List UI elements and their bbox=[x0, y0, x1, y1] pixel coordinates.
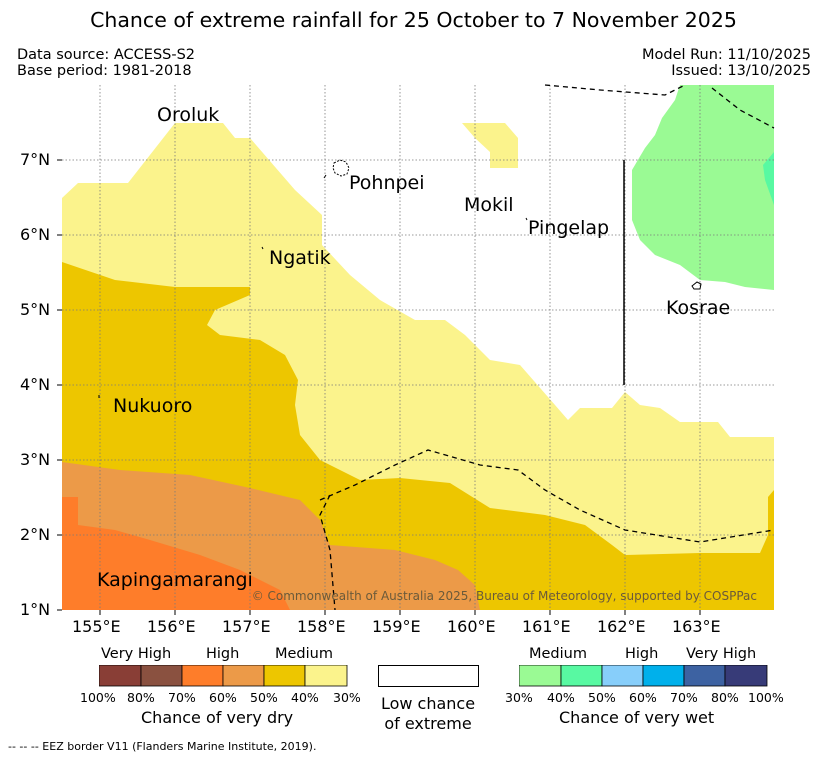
lon-tick-label: 159°E bbox=[372, 617, 421, 636]
copyright-notice: © Commonwealth of Australia 2025, Bureau… bbox=[251, 589, 757, 603]
mokil-atoll bbox=[525, 217, 528, 221]
lat-tick-label: 6°N bbox=[20, 225, 51, 244]
place-label-kapingamarangi: Kapingamarangi bbox=[97, 569, 253, 591]
medium-wet-region bbox=[632, 85, 774, 290]
eez-borders bbox=[319, 84, 775, 611]
legend-wet-swatch bbox=[560, 665, 603, 687]
legend-wet-tick: 40% bbox=[547, 690, 575, 705]
legend-low-chance-swatch bbox=[378, 665, 479, 687]
legend-dry-colorbar bbox=[99, 665, 348, 687]
medium-wet-40-region bbox=[763, 152, 774, 205]
place-label-nukuoro: Nukuoro bbox=[113, 395, 193, 417]
lon-tick-label: 156°E bbox=[147, 617, 196, 636]
legend-wet-swatch bbox=[601, 665, 644, 687]
legend-low-chance-line1: Low chance bbox=[380, 694, 476, 713]
legend-dry-tick: 80% bbox=[127, 690, 155, 705]
legend-wet-tick: 60% bbox=[629, 690, 657, 705]
legend-dry-tick: 60% bbox=[209, 690, 237, 705]
ngatik-atoll bbox=[261, 246, 264, 250]
lon-tick-label: 161°E bbox=[522, 617, 571, 636]
place-label-kosrae: Kosrae bbox=[666, 297, 731, 319]
legend-wet-swatch bbox=[519, 665, 562, 687]
legend-dry-very-high: Very High bbox=[101, 646, 172, 662]
lat-tick-label: 4°N bbox=[20, 375, 51, 394]
lat-tick-label: 2°N bbox=[20, 525, 51, 544]
lat-tick-label: 1°N bbox=[20, 600, 51, 619]
lon-tick-label: 162°E bbox=[597, 617, 646, 636]
legend-wet-tick: 70% bbox=[670, 690, 698, 705]
lat-tick-label: 7°N bbox=[20, 150, 51, 169]
legend-dry-swatch bbox=[263, 665, 306, 687]
eez-border-note: -- -- -- EEZ border V11 (Flanders Marine… bbox=[8, 740, 317, 753]
legend-dry-tick: 100% bbox=[80, 690, 116, 705]
high-dry-70-region bbox=[62, 497, 290, 610]
legend-dry-swatch bbox=[222, 665, 265, 687]
legend-wet-very-high: Very High bbox=[686, 646, 757, 662]
lon-tick-label: 163°E bbox=[672, 617, 721, 636]
legend-dry-caption: Chance of very dry bbox=[141, 708, 294, 727]
legend-wet-tick: 100% bbox=[748, 690, 784, 705]
legend-dry-tick: 30% bbox=[333, 690, 361, 705]
lat-tick-label: 5°N bbox=[20, 300, 51, 319]
legend-wet-swatch bbox=[642, 665, 685, 687]
legend-wet-medium: Medium bbox=[529, 646, 587, 662]
legend-wet-colorbar bbox=[519, 665, 768, 687]
eez-border-north bbox=[544, 84, 686, 96]
place-label-mokil: Mokil bbox=[464, 194, 514, 216]
eez-border-south bbox=[319, 449, 775, 543]
legend-wet-tick: 50% bbox=[588, 690, 616, 705]
legend-dry-high: High bbox=[206, 646, 240, 662]
legend-dry-swatch bbox=[181, 665, 224, 687]
lon-tick-label: 157°E bbox=[222, 617, 271, 636]
lon-tick-label: 160°E bbox=[447, 617, 496, 636]
lat-tick-label: 3°N bbox=[20, 450, 51, 469]
probability-regions bbox=[62, 85, 774, 610]
place-label-oroluk: Oroluk bbox=[157, 104, 220, 126]
kosrae-island bbox=[691, 281, 702, 290]
legend-wet-tick: 30% bbox=[505, 690, 533, 705]
legend-dry-swatch bbox=[304, 665, 348, 687]
place-label-ngatik: Ngatik bbox=[269, 247, 331, 269]
legend-dry-tick: 50% bbox=[250, 690, 278, 705]
data-source: Data source: ACCESS-S2 bbox=[17, 47, 196, 63]
lon-tick-label: 155°E bbox=[72, 617, 121, 636]
map-title: Chance of extreme rainfall for 25 Octobe… bbox=[90, 8, 737, 32]
legend-wet-swatch bbox=[724, 665, 768, 687]
legend-wet-swatch bbox=[683, 665, 726, 687]
pohnpei-islet bbox=[323, 174, 327, 179]
legend-dry-tick: 70% bbox=[168, 690, 196, 705]
legend-dry-tick: 40% bbox=[291, 690, 319, 705]
base-period: Base period: 1981-2018 bbox=[17, 63, 192, 79]
legend-wet-tick: 80% bbox=[711, 690, 739, 705]
place-label-pingelap: Pingelap bbox=[528, 217, 610, 239]
eez-border-west bbox=[319, 494, 336, 611]
axis-ticks bbox=[57, 159, 701, 615]
pohnpei-island bbox=[332, 159, 350, 177]
legend-wet-high: High bbox=[625, 646, 659, 662]
legend-dry-swatch bbox=[99, 665, 142, 687]
islands bbox=[98, 159, 702, 398]
issued-date: Issued: 13/10/2025 bbox=[671, 63, 811, 79]
medium-dry-patch bbox=[462, 123, 518, 168]
legend-wet-caption: Chance of very wet bbox=[559, 708, 715, 727]
legend-dry-medium: Medium bbox=[275, 646, 333, 662]
eez-border-northeast bbox=[711, 87, 775, 129]
place-label-pohnpei: Pohnpei bbox=[349, 172, 425, 194]
graticule bbox=[62, 85, 774, 610]
lon-tick-label: 158°E bbox=[297, 617, 346, 636]
model-run: Model Run: 11/10/2025 bbox=[641, 47, 811, 63]
legend-dry-swatch bbox=[140, 665, 183, 687]
legend-low-chance-line2: of extreme bbox=[384, 714, 472, 733]
